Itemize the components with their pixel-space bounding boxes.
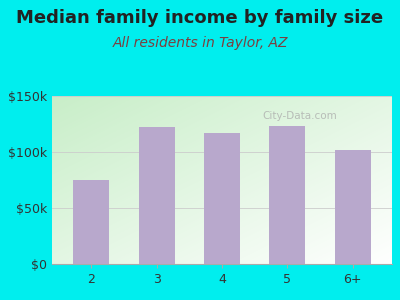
Text: City-Data.com: City-Data.com xyxy=(263,111,338,121)
Text: Median family income by family size: Median family income by family size xyxy=(16,9,384,27)
Text: All residents in Taylor, AZ: All residents in Taylor, AZ xyxy=(112,36,288,50)
Bar xyxy=(73,180,109,264)
Bar xyxy=(270,126,305,264)
Bar xyxy=(204,133,240,264)
Bar xyxy=(335,150,371,264)
Bar xyxy=(139,128,174,264)
